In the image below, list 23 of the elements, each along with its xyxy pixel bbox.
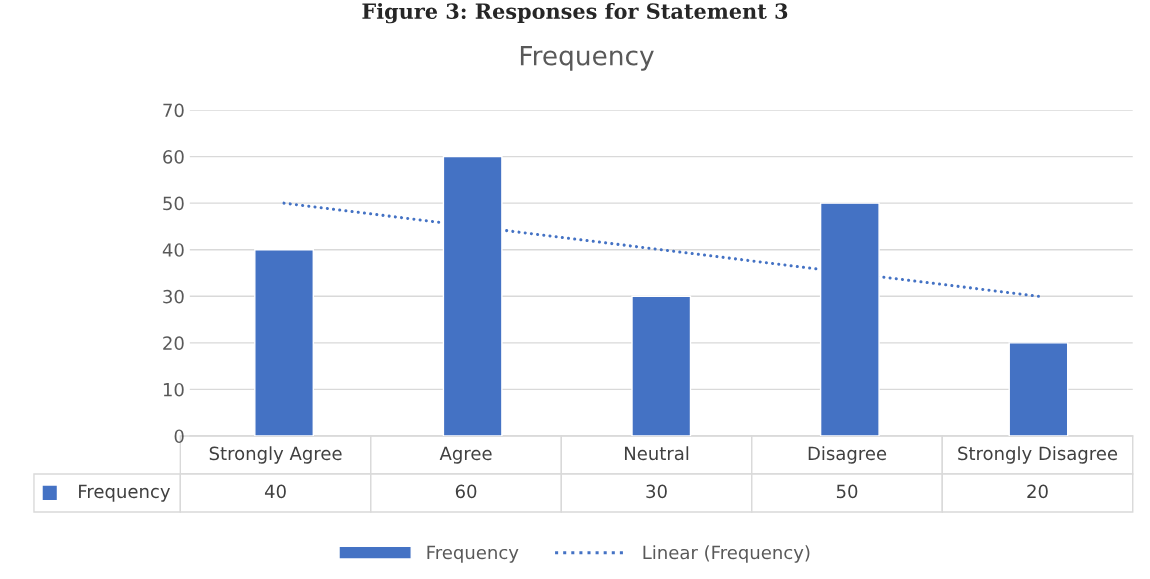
y-tick-label: 70 bbox=[163, 103, 184, 118]
chart-title: Figure 3: Responses for Statement 3 bbox=[362, 2, 788, 24]
x-tick-label: Strongly Disagree bbox=[958, 446, 1118, 464]
chart-subtitle: Frequency bbox=[520, 45, 654, 71]
y-tick-label: 60 bbox=[163, 150, 184, 164]
data-label: 20 bbox=[1027, 484, 1048, 499]
y-tick-label: 50 bbox=[163, 196, 184, 211]
x-tick-label: Strongly Agree bbox=[209, 446, 342, 464]
y-tick-label: 10 bbox=[163, 382, 184, 397]
y-tick-label: 20 bbox=[163, 336, 184, 350]
legend-label: Frequency bbox=[79, 484, 171, 502]
data-label: 50 bbox=[836, 484, 858, 499]
data-label: 30 bbox=[646, 484, 667, 499]
x-tick-label: Disagree bbox=[808, 446, 887, 464]
y-tick-label: 40 bbox=[162, 243, 184, 257]
legend-label: Linear (Frequency) bbox=[643, 545, 810, 563]
text: Frequency bbox=[427, 545, 519, 563]
data-label: 60 bbox=[455, 484, 477, 499]
y-tick-label: 0 bbox=[174, 429, 184, 444]
x-tick-label: Agree bbox=[439, 446, 492, 464]
y-tick-label: 30 bbox=[163, 289, 184, 304]
data-label: 40 bbox=[264, 484, 286, 499]
x-tick-label: Neutral bbox=[624, 446, 689, 461]
